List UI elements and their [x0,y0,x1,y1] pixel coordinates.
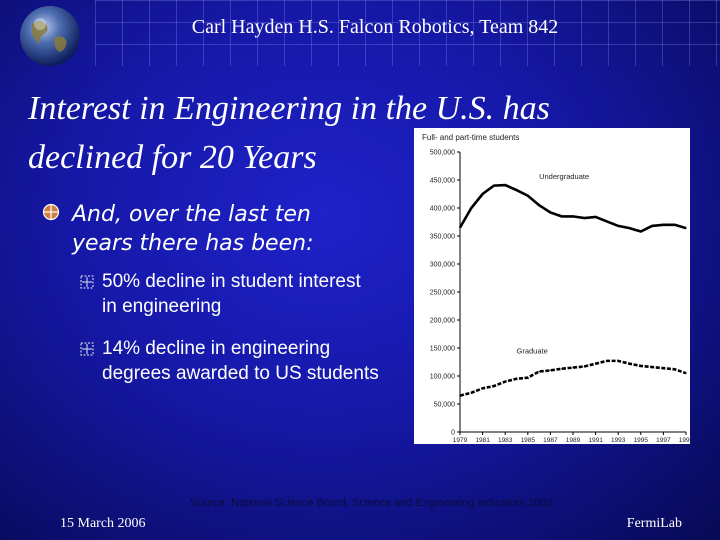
header-grid [95,0,720,66]
chart-point [617,225,619,227]
chart-point [628,227,631,229]
chart-series-line-1 [459,359,687,397]
chart-point [515,189,518,191]
main-bullet-text: And, over the last ten years there has b… [72,202,314,257]
chart-point [572,215,574,217]
chart-x-tick-label: 1989 [566,437,581,444]
chart-point [583,217,585,219]
chart-point [515,378,518,380]
chart-point [527,195,529,197]
chart-point [459,227,461,229]
chart-point [527,377,529,379]
chart-title: Full- and part-time students [422,133,519,142]
chart-y-tick-label: 100,000 [430,374,455,381]
sub-bullet-1: 50% decline in student interest in engin… [80,270,380,319]
chart-point [549,369,551,371]
chart-point [662,367,664,369]
chart-series-label: Graduate [517,347,548,356]
sub-bullet-2-text: 14% decline in engineering degrees award… [102,338,379,384]
chart-point [572,367,574,369]
chart-y-tick-label: 0 [451,430,455,437]
chart-y-tick-label: 450,000 [430,178,455,185]
source-citation: Source: National Science Board, Science … [190,497,553,509]
chart-y-tick-label: 150,000 [430,346,455,353]
chart-x-tick-label: 1999 [679,437,690,444]
chart-point [685,372,687,374]
chart-point [561,215,563,217]
chart-point [561,368,563,370]
chart-point [628,363,631,365]
enrollment-chart: Full- and part-time students 0 50,000 100,0… [414,128,690,444]
slide-title-line-1: Interest in Engineering in the U.S. has [28,90,550,127]
slide-title-line-2: declined for 20 Years [28,139,317,177]
sub-bullet-1-text: 50% decline in student interest in engin… [102,271,361,317]
chart-point [617,360,619,362]
chart-point [595,363,597,365]
chart-x-tick-label: 1991 [588,437,603,444]
globe-icon [20,6,80,66]
chart-point [651,366,653,368]
chart-y-tick-label: 200,000 [430,318,455,325]
chart-point [482,193,484,195]
chart-point [674,368,676,370]
chart-y-tick-label: 50,000 [434,402,456,409]
sub-bullet-2: 14% decline in engineering degrees award… [80,337,380,386]
chart-x-tick-label: 1997 [656,437,671,444]
chart-x-tick-label: 1981 [475,437,490,444]
crosshair-bullet-icon [80,275,94,289]
main-bullet: And, over the last ten years there has b… [42,200,374,258]
chart-point [549,211,551,214]
chart-point [685,227,687,229]
chart-point [504,184,506,186]
chart-x-tick-label: 1985 [521,437,536,444]
chart-point [640,230,642,233]
chart-series-label: Undergraduate [539,172,589,181]
chart-y-tick-label: 300,000 [430,262,455,269]
chart-x-tick-label: 1987 [543,437,558,444]
header-title: Carl Hayden H.S. Falcon Robotics, Team 8… [191,16,559,38]
chart-point [583,365,585,368]
chart-point [538,370,540,373]
chart-x-tick-label: 1995 [634,437,649,444]
chart-y-tick-label: 400,000 [430,206,455,213]
compass-bullet-icon [42,203,60,221]
enrollment-chart-svg: Full- and part-time students 0 50,000 100,0… [422,133,690,444]
chart-point [640,365,642,367]
slide-title: Interest in Engineering in the U.S. has … [28,84,668,183]
chart-y-tick-label: 250,000 [430,290,455,297]
chart-point [651,225,653,227]
chart-point [470,207,472,209]
chart-point [504,381,506,383]
chart-point [482,387,484,389]
chart-point [470,392,472,394]
crosshair-bullet-icon [80,342,94,356]
chart-point [595,216,597,218]
chart-series-line-0 [458,183,687,233]
chart-x-tick-label: 1983 [498,437,513,444]
chart-point [493,385,495,387]
footer-date: 15 March 2006 [60,516,146,531]
chart-point [459,395,461,397]
chart-point [662,224,664,226]
chart-point [493,185,495,187]
chart-x-tick-label: 1993 [611,437,626,444]
chart-point [674,224,676,226]
chart-point [538,204,540,206]
footer-organization: FermiLab [626,516,682,531]
chart-y-tick-label: 350,000 [430,234,455,241]
chart-point [606,220,608,223]
chart-x-tick-label: 1979 [453,437,468,444]
chart-point [606,360,608,362]
chart-y-tick-label: 500,000 [430,150,455,157]
